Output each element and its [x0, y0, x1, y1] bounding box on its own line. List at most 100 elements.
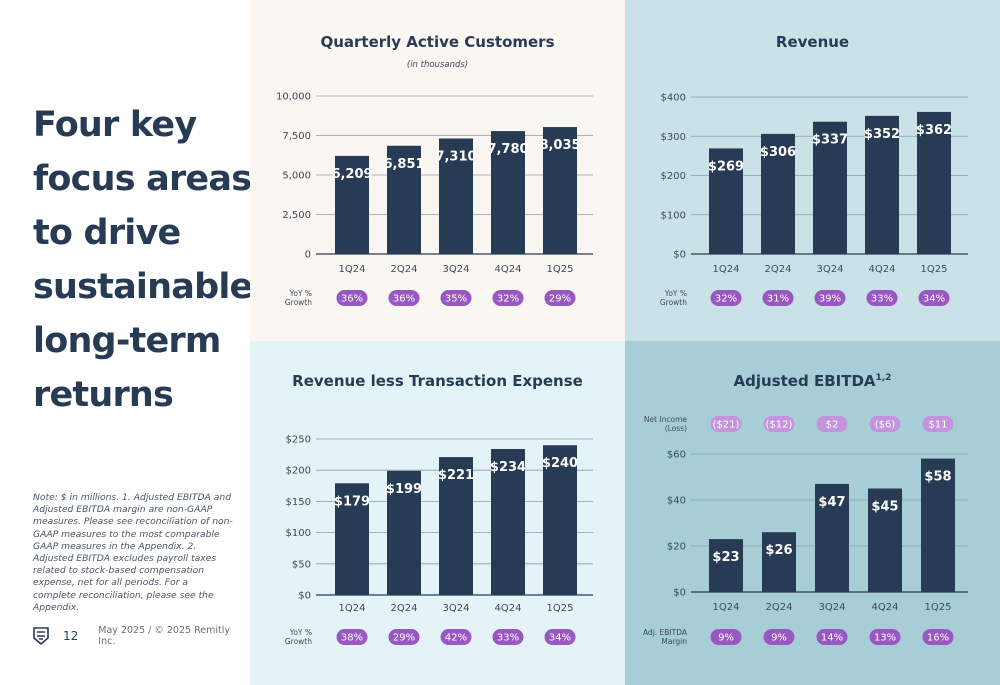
- y-tick-label: $20: [667, 542, 686, 553]
- bottom-row-value: 42%: [445, 633, 467, 644]
- x-tick-label: 1Q24: [713, 264, 740, 275]
- headline-line: focus areas: [33, 159, 252, 199]
- bottom-row-value-pill: [816, 629, 848, 645]
- bottom-row-value: 29%: [549, 294, 571, 305]
- x-tick-label: 1Q24: [339, 603, 366, 614]
- bottom-row-value-pill: [544, 290, 576, 306]
- bottom-row-value: 36%: [341, 294, 363, 305]
- remitly-logo-icon: [33, 627, 49, 645]
- bar-value-label: $234: [490, 460, 526, 475]
- bottom-row-value-pill: [492, 629, 524, 645]
- bar-value-label: $337: [812, 133, 848, 148]
- bottom-row-value: 34%: [549, 633, 571, 644]
- x-tick-label: 1Q25: [925, 602, 952, 613]
- bottom-row-value: 33%: [497, 633, 519, 644]
- panel-adjusted-ebitda: Adjusted EBITDA1,2 $0 $20 $40 $60 $23 1Q24 9% (…: [625, 341, 1000, 685]
- bar-value-label: $58: [924, 470, 951, 485]
- bar: [543, 445, 577, 595]
- bar: [543, 127, 577, 254]
- y-tick-label: $400: [661, 93, 686, 104]
- bar-value-label: 7,310: [435, 150, 476, 165]
- bottom-row-label: YoY % Growth: [284, 628, 312, 646]
- bar-value-label: 8,035: [539, 138, 580, 153]
- x-tick-label: 2Q24: [766, 602, 793, 613]
- bottom-row-value-pill: [922, 629, 954, 645]
- x-tick-label: 4Q24: [872, 602, 899, 613]
- bar-value-label: $269: [708, 159, 744, 174]
- x-tick-label: 4Q24: [869, 264, 896, 275]
- bar-value-label: $45: [871, 500, 898, 515]
- bottom-row-value: 35%: [445, 294, 467, 305]
- bar: [439, 457, 473, 595]
- bar: [917, 111, 951, 254]
- bar-value-label: 7,780: [487, 142, 528, 157]
- bar: [709, 539, 743, 592]
- adjusted-ebitda-chart: $0 $20 $40 $60 $23 1Q24 9% ($21) $26 2Q24 9% ($12) $…: [667, 416, 968, 645]
- bar-value-label: $362: [916, 123, 952, 138]
- y-tick-label: $0: [673, 250, 686, 261]
- headline-line: returns: [33, 375, 174, 415]
- y-tick-label: 7,500: [282, 131, 311, 142]
- bottom-row-value-pill: [918, 290, 950, 306]
- panel-revenue: Revenue $0 $100 $200 $300 $400 $269 1Q24 32% $30…: [625, 0, 1000, 341]
- bar-value-label: $306: [760, 145, 796, 160]
- top-row-value-pill: [869, 416, 901, 432]
- top-row-value: ($12): [766, 420, 793, 431]
- bar: [762, 532, 796, 592]
- x-tick-label: 1Q25: [921, 264, 948, 275]
- y-tick-label: 2,500: [282, 210, 311, 221]
- bottom-row-value-pill: [710, 629, 742, 645]
- rlte-chart: $0 $50 $100 $150 $200 $250 $179 1Q24 38% $199 2Q24…: [286, 435, 593, 645]
- bottom-row-value: 38%: [341, 633, 363, 644]
- bottom-row-value-pill: [388, 290, 420, 306]
- top-row-label: Net Income (Loss): [643, 415, 687, 433]
- page-number: 12: [63, 629, 79, 643]
- y-tick-label: $40: [667, 496, 686, 507]
- bottom-row-value-pill: [814, 290, 846, 306]
- y-tick-label: $250: [286, 435, 311, 446]
- bar: [335, 155, 369, 254]
- bottom-row-value: 29%: [393, 633, 415, 644]
- x-tick-label: 1Q25: [547, 603, 574, 614]
- y-tick-label: $0: [673, 588, 686, 599]
- bar-value-label: $47: [818, 495, 845, 510]
- bottom-row-value-pill: [710, 290, 742, 306]
- y-tick-label: 5,000: [282, 171, 311, 182]
- active-customers-chart: 0 2,500 5,000 7,500 10,000 6,209 1Q24 36% 6,851 2…: [276, 92, 593, 306]
- bar: [761, 133, 795, 254]
- y-tick-label: 0: [305, 250, 311, 261]
- bar: [387, 145, 421, 254]
- bar-value-label: $221: [438, 468, 474, 483]
- x-tick-label: 3Q24: [819, 602, 846, 613]
- bottom-row-value-pill: [869, 629, 901, 645]
- y-tick-label: $0: [298, 591, 311, 602]
- bar: [921, 458, 955, 592]
- bottom-row-value-pill: [440, 629, 472, 645]
- bottom-row-value: 31%: [767, 294, 789, 305]
- headline-line: Four key: [33, 105, 197, 145]
- bottom-row-value-pill: [440, 290, 472, 306]
- y-tick-label: $100: [286, 528, 311, 539]
- top-row-value-pill: [816, 416, 848, 432]
- x-tick-label: 4Q24: [495, 264, 522, 275]
- bar: [815, 483, 849, 592]
- top-row-value-pill: [710, 416, 742, 432]
- bottom-row-value: 34%: [923, 294, 945, 305]
- bottom-row-value: 13%: [874, 633, 896, 644]
- bottom-row-value: 9%: [718, 633, 734, 644]
- bar: [335, 483, 369, 595]
- bottom-row-value-pill: [336, 290, 368, 306]
- bar-value-label: 6,209: [331, 167, 372, 182]
- bottom-row-value-pill: [763, 629, 795, 645]
- bar-value-label: $199: [386, 482, 422, 497]
- bottom-row-value-pill: [492, 290, 524, 306]
- revenue-chart: $0 $100 $200 $300 $400 $269 1Q24 32% $306 2Q24 31%…: [661, 93, 968, 306]
- bottom-row-value: 33%: [871, 294, 893, 305]
- bottom-row-value-pill: [544, 629, 576, 645]
- x-tick-label: 1Q24: [339, 264, 366, 275]
- top-row-value: $2: [826, 420, 839, 431]
- bar: [709, 148, 743, 254]
- bottom-row-value-pill: [336, 629, 368, 645]
- chart-title: Adjusted EBITDA1,2: [733, 372, 892, 390]
- bar: [387, 470, 421, 595]
